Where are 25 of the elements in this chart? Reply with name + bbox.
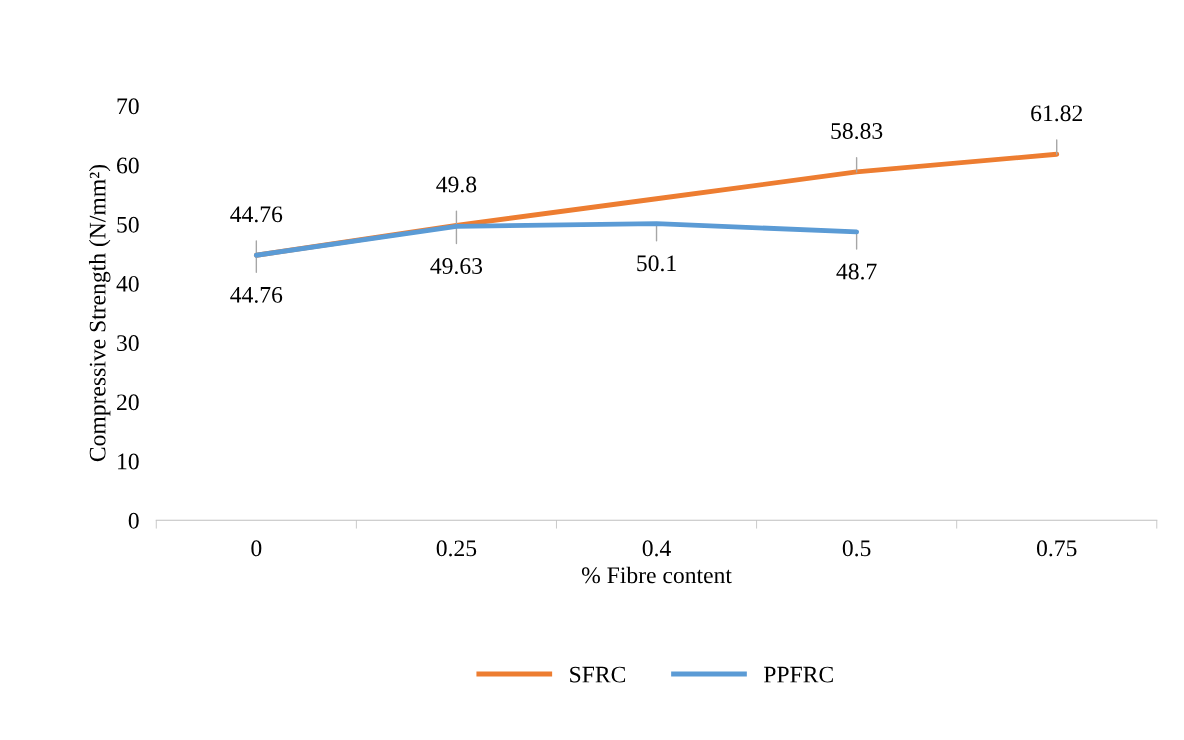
legend-label: SFRC — [570, 666, 626, 683]
legend-label: PPFRC — [763, 666, 833, 683]
y-tick-label: 60 — [117, 157, 139, 174]
x-tick-label: 0.4 — [642, 540, 671, 557]
y-axis-title: Compressive Strength (N/mm²) — [88, 164, 111, 462]
y-tick-label: 0 — [128, 512, 139, 529]
y-tick-label: 40 — [116, 275, 139, 292]
y-tick-label: 30 — [117, 335, 139, 352]
x-tick-label: 0.25 — [436, 540, 477, 557]
y-tick-label: 20 — [117, 394, 139, 411]
data-label: 50.1 — [637, 255, 676, 272]
x-tick-label: 0.5 — [842, 540, 871, 557]
x-tick-label: 0.75 — [1036, 540, 1077, 557]
data-label: 49.8 — [436, 176, 477, 193]
data-label: 44.76 — [230, 206, 283, 223]
y-tick-label: 10 — [118, 453, 139, 470]
data-label: 61.82 — [1031, 105, 1082, 122]
x-tick-label: 0 — [251, 540, 262, 557]
y-tick-label: 50 — [117, 216, 139, 233]
x-axis-title: % Fibre content — [581, 566, 732, 584]
y-tick-label: 70 — [117, 98, 139, 115]
data-label: 48.7 — [836, 263, 877, 280]
data-label: 58.83 — [831, 123, 883, 140]
data-label: 44.76 — [230, 286, 283, 303]
data-label: 49.63 — [430, 258, 483, 275]
